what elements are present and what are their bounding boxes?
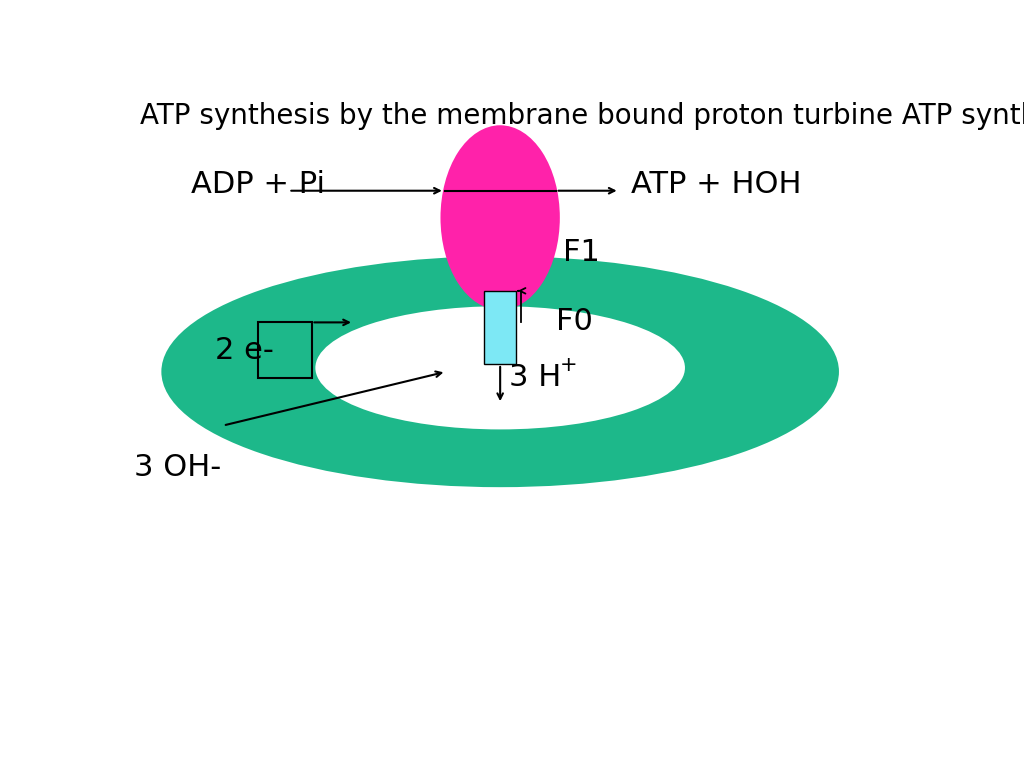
Text: 2 e-: 2 e-	[215, 336, 274, 365]
Bar	[258, 323, 311, 378]
Text: F1: F1	[563, 238, 600, 266]
Text: +: +	[559, 355, 578, 375]
Text: 3 H: 3 H	[509, 363, 561, 392]
Ellipse shape	[315, 306, 685, 429]
Text: ATP + HOH: ATP + HOH	[631, 170, 802, 199]
Ellipse shape	[162, 257, 839, 487]
Text: ADP + Pi: ADP + Pi	[190, 170, 325, 199]
Text: 3 OH-: 3 OH-	[134, 453, 221, 482]
Text: F0: F0	[556, 307, 593, 336]
Ellipse shape	[440, 125, 560, 310]
Text: ATP synthesis by the membrane bound proton turbine ATP synthase: ATP synthesis by the membrane bound prot…	[140, 102, 1024, 130]
Bar	[484, 291, 516, 364]
